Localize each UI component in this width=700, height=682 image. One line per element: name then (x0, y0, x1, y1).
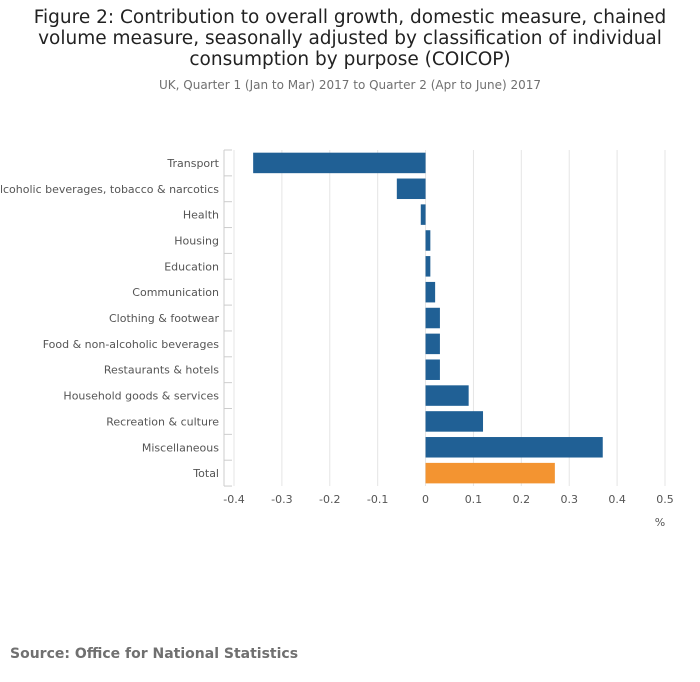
bar-food-non-alcoholic-beverages (425, 333, 440, 355)
x-axis-unit-label: % (655, 516, 665, 529)
category-label: Household goods & services (63, 390, 219, 403)
bar-recreation-culture (425, 411, 484, 432)
category-label: Education (164, 260, 219, 273)
x-tick-label: -0.2 (319, 493, 340, 506)
category-label: Health (183, 209, 219, 222)
category-label: Miscellaneous (142, 441, 219, 454)
category-label: Alcoholic beverages, tobacco & narcotics (0, 183, 219, 196)
chart-title: Figure 2: Contribution to overall growth… (33, 7, 667, 70)
category-label: Communication (132, 286, 219, 299)
x-tick-label: 0.1 (465, 493, 483, 506)
category-label: Total (192, 467, 219, 480)
bar-household-goods-services (425, 385, 469, 406)
bar-miscellaneous (425, 437, 603, 458)
x-tick-label: 0 (422, 493, 429, 506)
source-note: Source: Office for National Statistics (10, 646, 299, 662)
x-tick-label: -0.3 (271, 493, 292, 506)
x-tick-label: 0.5 (656, 493, 674, 506)
bar-health (420, 204, 426, 225)
grid-lines (223, 149, 666, 487)
x-tick-label: 0.4 (608, 493, 626, 506)
category-labels: Transport Alcoholic beverages, tobacco & … (0, 157, 220, 480)
category-label: Transport (166, 157, 219, 170)
category-label: Recreation & culture (106, 415, 219, 428)
x-tick-label: -0.4 (223, 493, 244, 506)
x-axis-ticks: -0.4 -0.3 -0.2 -0.1 0 0.1 0.2 0.3 0.4 0.5 (223, 493, 673, 506)
category-label: Housing (174, 234, 219, 247)
category-label: Restaurants & hotels (104, 364, 219, 377)
bar-transport (253, 152, 426, 174)
category-label: Clothing & footwear (109, 312, 219, 325)
x-tick-label: 0.2 (513, 493, 531, 506)
bar-clothing-footwear (425, 307, 440, 329)
bar-education (425, 256, 431, 277)
bar-alcoholic-beverages-tobacco-narcotics (396, 178, 426, 200)
bar-housing (425, 230, 431, 251)
bars (253, 152, 603, 484)
category-label: Food & non-alcoholic beverages (43, 338, 220, 351)
x-tick-label: 0.3 (560, 493, 578, 506)
bar-restaurants-hotels (425, 359, 440, 380)
bar-total (425, 462, 555, 484)
chart-subtitle: UK, Quarter 1 (Jan to Mar) 2017 to Quart… (158, 78, 542, 92)
x-tick-label: -0.1 (367, 493, 388, 506)
bar-communication (425, 281, 436, 303)
